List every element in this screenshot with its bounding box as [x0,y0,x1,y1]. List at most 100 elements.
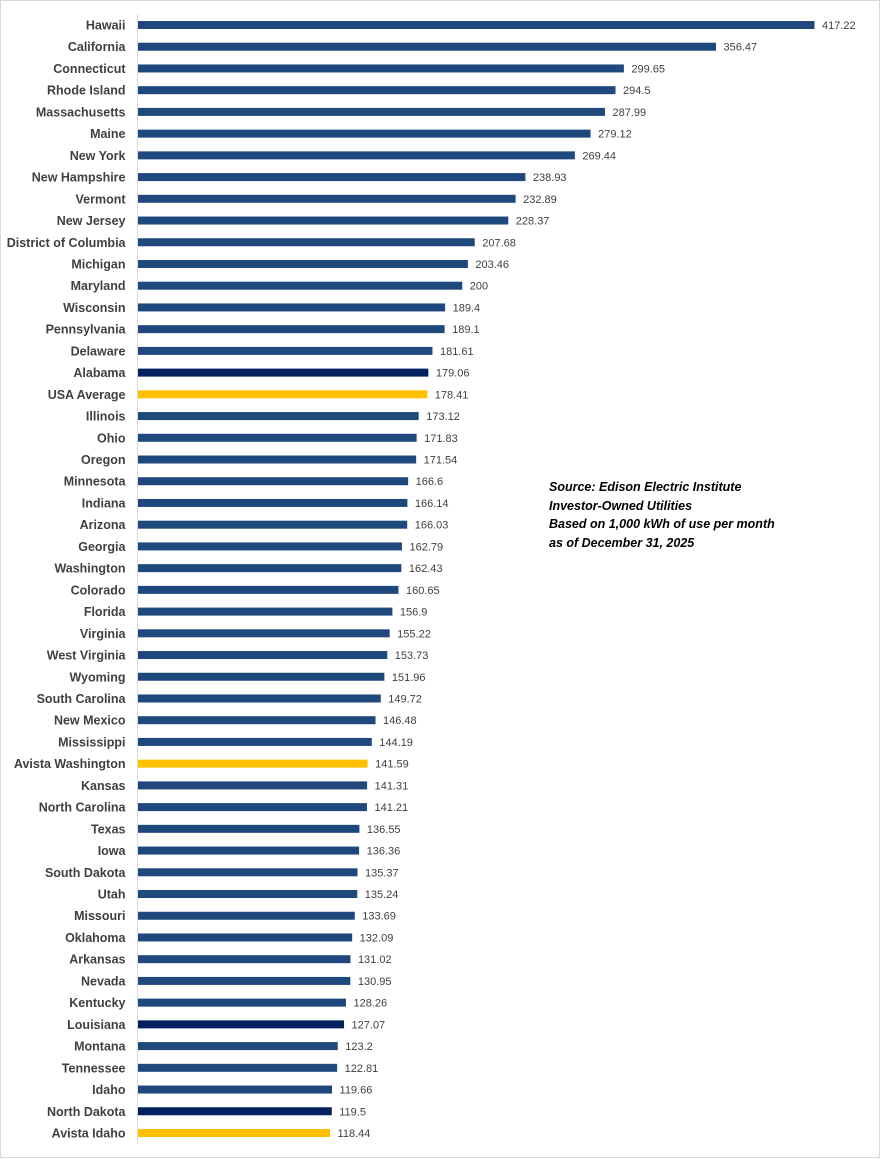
bar [138,238,475,247]
value-label: 131.02 [358,954,392,966]
value-label: 160.65 [406,585,440,597]
category-label: New Mexico [54,714,126,728]
category-label: Illinois [86,410,126,424]
bar [138,629,390,638]
bar [138,933,353,942]
category-label: Wisconsin [63,301,125,315]
value-label: 144.19 [379,737,413,749]
value-label: 279.12 [598,129,632,141]
value-label: 238.93 [533,172,567,184]
category-label: Iowa [98,844,127,858]
value-label: 123.2 [345,1041,373,1053]
category-label: Michigan [71,257,125,271]
category-label: South Dakota [45,866,127,880]
category-label: Rhode Island [47,84,125,98]
value-label: 203.46 [475,259,509,271]
category-label: Tennessee [62,1061,126,1075]
bar [138,455,417,464]
bar [138,868,358,877]
bar [138,173,526,182]
bar [138,151,575,160]
category-label: Kentucky [69,996,125,1010]
value-label: 166.03 [415,520,449,532]
category-label: Oklahoma [65,931,126,945]
value-label: 119.5 [339,1106,366,1118]
category-label: District of Columbia [7,236,127,250]
bar [138,21,815,29]
bar [138,890,358,899]
bar [138,1063,338,1072]
annotation-line-source: Source: Edison Electric Institute [549,480,742,494]
category-label: Oregon [81,453,125,467]
value-label: 153.73 [395,650,429,662]
value-label: 417.22 [822,20,856,32]
value-label: 299.65 [631,63,665,75]
bar [138,259,468,268]
value-label: 135.37 [365,867,399,879]
category-label: Delaware [71,344,126,358]
value-label: 166.6 [416,476,444,488]
bar [138,412,419,421]
category-label: New Hampshire [32,171,126,185]
value-label: 127.07 [352,1019,386,1031]
value-label: 228.37 [516,216,550,228]
annotation-line-date: as of December 31, 2025 [549,535,695,550]
bar [138,911,355,920]
category-label: Avista Washington [14,757,126,771]
bar [138,520,408,529]
category-label: Pennsylvania [46,323,127,337]
bar [138,107,605,116]
bar [138,390,428,399]
bar [138,86,616,95]
value-label: 181.61 [440,346,474,358]
bar [138,998,346,1007]
bar [138,1129,331,1137]
value-label: 207.68 [482,237,516,249]
value-label: 119.66 [340,1085,373,1097]
source-annotation: Source: Edison Electric Institute Invest… [549,478,775,552]
value-label: 189.1 [452,324,480,336]
value-label: 136.55 [367,824,401,836]
value-label: 128.26 [353,998,387,1010]
bar [138,129,591,138]
category-label: Maine [90,127,125,141]
bars-group: Hawaii 417.22 California 356.47 Connecticut 2… [7,19,856,1141]
value-label: 146.48 [383,715,417,727]
category-label: Washington [54,562,125,576]
bar [138,607,393,616]
bar [138,672,385,681]
category-label: Utah [98,888,126,902]
value-label: 136.36 [367,846,401,858]
category-label: Nevada [81,974,127,988]
value-label: 141.59 [375,759,409,771]
value-label: 151.96 [392,672,426,684]
bar [138,716,376,725]
category-label: Montana [74,1040,126,1054]
bar [138,368,429,377]
category-label: USA Average [48,388,126,402]
category-label: New Jersey [57,214,126,228]
value-label: 200 [470,281,488,293]
value-label: 162.43 [409,563,443,575]
bar [138,216,509,225]
value-label: 178.41 [435,389,469,401]
bar [138,976,351,985]
category-label: Colorado [71,583,126,597]
bar [138,1085,333,1094]
category-label: Louisiana [67,1018,126,1032]
value-label: 141.31 [375,780,409,792]
bar [138,694,381,703]
category-label: Connecticut [53,62,126,76]
value-label: 179.06 [436,368,470,380]
value-label: 189.4 [453,302,481,314]
bar [138,477,409,486]
bar [138,803,367,812]
value-label: 135.24 [365,889,399,901]
bar [138,1107,332,1116]
bar [138,955,351,964]
bar [138,846,360,855]
category-label: Hawaii [86,19,126,33]
category-label: Maryland [71,279,126,293]
category-label: Texas [91,822,126,836]
